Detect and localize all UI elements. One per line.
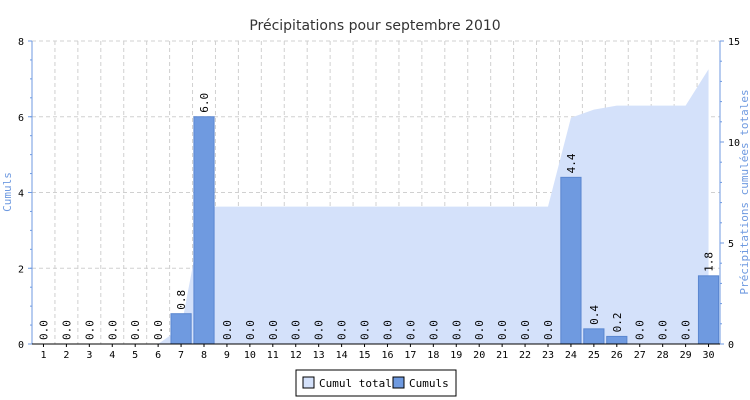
- x-tick-label: 17: [404, 350, 416, 361]
- y2-tick-label: 10: [728, 138, 740, 149]
- x-tick-label: 10: [244, 350, 256, 361]
- data-label-day-1: 0.0: [37, 320, 50, 340]
- legend-box: [295, 369, 457, 397]
- bar-day-26: [606, 335, 628, 345]
- data-label-day-7: 0.8: [175, 290, 188, 310]
- x-tick-label: 4: [109, 350, 115, 361]
- bar-day-30: [697, 275, 720, 345]
- cumul-total-area-layer: [43, 69, 709, 344]
- bar-day-25: [583, 328, 605, 345]
- legend-swatch-cumuls: [392, 376, 405, 389]
- cumuls-bar-layer: [170, 116, 720, 345]
- data-label-day-8: 6.0: [198, 93, 211, 113]
- x-tick-label: 15: [359, 350, 371, 361]
- legend-label-cumul-total: Cumul total: [319, 377, 392, 390]
- data-label-day-28: 0.0: [657, 320, 670, 340]
- data-label-day-19: 0.0: [450, 320, 463, 340]
- x-tick-label: 11: [267, 350, 279, 361]
- data-label-day-23: 0.0: [542, 320, 555, 340]
- y2-axis-label: Précipitations cumulées totales: [738, 89, 750, 294]
- x-tick-label: 2: [63, 350, 69, 361]
- x-tick-label: 28: [657, 350, 669, 361]
- data-label-day-14: 0.0: [336, 320, 349, 340]
- data-label-day-5: 0.0: [129, 320, 142, 340]
- chart-title: Précipitations pour septembre 2010: [249, 18, 500, 34]
- data-label-day-27: 0.0: [634, 320, 647, 340]
- data-label-day-30: 1.8: [703, 252, 716, 272]
- y2-tick-label: 0: [728, 340, 734, 351]
- data-label-day-20: 0.0: [473, 320, 486, 340]
- x-tick-label: 1: [40, 350, 46, 361]
- data-label-day-6: 0.0: [152, 320, 165, 340]
- x-tick-label: 20: [473, 350, 485, 361]
- x-tick-label: 19: [450, 350, 462, 361]
- data-label-day-2: 0.0: [60, 320, 73, 340]
- x-tick-label: 6: [155, 350, 161, 361]
- data-label-day-4: 0.0: [106, 320, 119, 340]
- data-label-day-24: 4.4: [565, 153, 578, 173]
- legend-swatch-cumul-total: [302, 376, 315, 389]
- data-label-day-26: 0.2: [611, 313, 624, 333]
- x-tick-label: 5: [132, 350, 138, 361]
- bar-day-8: [193, 116, 215, 345]
- x-tick-label: 12: [290, 350, 302, 361]
- y-tick-label: 4: [18, 189, 24, 200]
- data-label-day-25: 0.4: [588, 305, 601, 325]
- y2-tick-label: 5: [728, 239, 734, 250]
- x-tick-label: 14: [336, 350, 348, 361]
- y-tick-label: 6: [18, 113, 24, 124]
- x-tick-label: 16: [381, 350, 393, 361]
- data-label-day-12: 0.0: [290, 320, 303, 340]
- x-tick-label: 25: [588, 350, 600, 361]
- data-label-day-21: 0.0: [496, 320, 509, 340]
- data-label-day-10: 0.0: [244, 320, 257, 340]
- y-axis-label: Cumuls: [1, 172, 14, 212]
- y-tick-label: 0: [18, 340, 24, 351]
- data-label-day-18: 0.0: [427, 320, 440, 340]
- bar-day-7: [170, 313, 192, 345]
- data-label-day-16: 0.0: [381, 320, 394, 340]
- x-tick-label: 3: [86, 350, 92, 361]
- data-label-day-3: 0.0: [83, 320, 96, 340]
- x-tick-label: 24: [565, 350, 577, 361]
- x-tick-label: 8: [201, 350, 207, 361]
- data-label-day-13: 0.0: [313, 320, 326, 340]
- data-label-day-11: 0.0: [267, 320, 280, 340]
- x-tick-label: 9: [224, 350, 230, 361]
- bar-day-24: [560, 176, 582, 345]
- data-label-day-29: 0.0: [680, 320, 693, 340]
- y-tick-label: 2: [18, 264, 24, 275]
- y-tick-label: 8: [18, 37, 24, 48]
- x-tick-label: 29: [680, 350, 692, 361]
- x-tick-label: 18: [427, 350, 439, 361]
- data-label-day-22: 0.0: [519, 320, 532, 340]
- x-tick-label: 26: [611, 350, 623, 361]
- x-tick-label: 30: [703, 350, 715, 361]
- cumul-total-area: [43, 69, 709, 344]
- legend-label-cumuls: Cumuls: [409, 377, 449, 390]
- x-tick-label: 21: [496, 350, 508, 361]
- data-label-day-17: 0.0: [404, 320, 417, 340]
- y2-tick-label: 15: [728, 37, 740, 48]
- x-tick-label: 7: [178, 350, 184, 361]
- x-tick-label: 13: [313, 350, 325, 361]
- legend: Cumul total Cumuls: [295, 369, 457, 397]
- data-label-layer: 0.0 0.0 0.0 0.0 0.0 0.0 0.8 6.0 0.0 0.0 0.0 0.0 0.0 0…: [37, 93, 715, 340]
- x-tick-label: 23: [542, 350, 554, 361]
- x-tick-label: 27: [634, 350, 646, 361]
- data-label-day-9: 0.0: [221, 320, 234, 340]
- data-label-day-15: 0.0: [359, 320, 372, 340]
- x-tick-label: 22: [519, 350, 531, 361]
